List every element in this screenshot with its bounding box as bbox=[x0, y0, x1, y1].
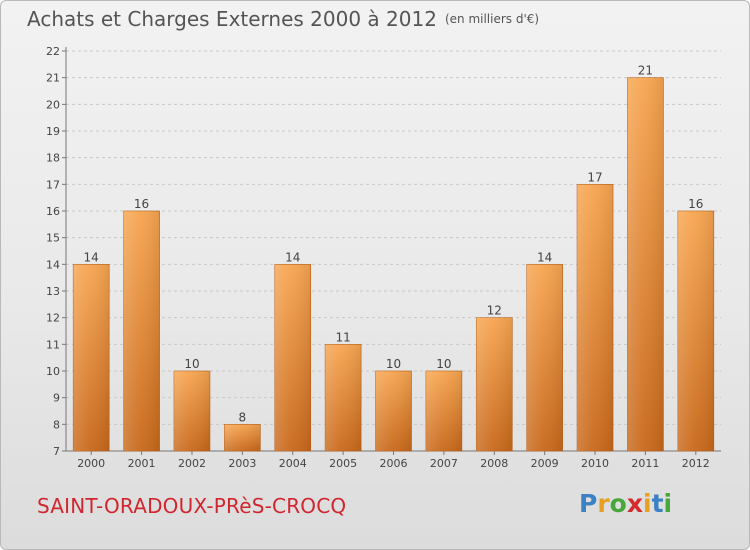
x-tick-label-2006: 2006 bbox=[380, 457, 408, 470]
bar-shine bbox=[677, 211, 714, 451]
data-label-2006: 10 bbox=[386, 357, 401, 371]
title-text: Achats et Charges Externes 2000 à 2012 bbox=[27, 7, 437, 31]
logo-letter: t bbox=[651, 489, 664, 518]
bar-shine bbox=[577, 184, 614, 452]
x-tick-label-2008: 2008 bbox=[480, 457, 508, 470]
x-tick-label-2012: 2012 bbox=[682, 457, 710, 470]
y-tick-label: 11 bbox=[46, 338, 60, 351]
title-unit: (en milliers d'€) bbox=[444, 12, 540, 26]
data-label-2002: 10 bbox=[184, 357, 199, 371]
x-tick-label-2000: 2000 bbox=[77, 457, 105, 470]
y-tick-label: 8 bbox=[53, 418, 60, 431]
y-tick-label: 9 bbox=[53, 392, 60, 405]
y-tick-label: 15 bbox=[46, 232, 60, 245]
data-label-2011: 21 bbox=[638, 64, 653, 78]
y-tick-label: 17 bbox=[46, 178, 60, 191]
y-tick-label: 18 bbox=[46, 152, 60, 165]
logo-letter: r bbox=[597, 489, 610, 518]
commune-name: SAINT-ORADOUX-PRèS-CROCQ bbox=[37, 494, 347, 518]
logo-letter: i bbox=[663, 489, 673, 518]
bar-shine bbox=[123, 211, 160, 451]
chart-title: Achats et Charges Externes 2000 à 2012 (e… bbox=[27, 7, 539, 31]
y-tick-label: 19 bbox=[46, 125, 60, 138]
data-label-2007: 10 bbox=[436, 357, 451, 371]
bar-shine bbox=[173, 371, 210, 451]
y-tick-label: 21 bbox=[46, 72, 60, 85]
logo-letter: x bbox=[626, 489, 643, 518]
bar-shine bbox=[476, 317, 513, 451]
bar-shine bbox=[325, 344, 362, 451]
data-labels: 14 16 10 8 14 11 10 10 12 14 17 21 16 bbox=[84, 64, 704, 425]
x-tick-label-2010: 2010 bbox=[581, 457, 609, 470]
data-label-2004: 14 bbox=[285, 250, 300, 264]
y-tick-label: 16 bbox=[46, 205, 60, 218]
y-tick-labels: 7 8 9 10 11 12 13 14 15 16 17 18 19 20 21 22 bbox=[46, 45, 60, 458]
x-tick-label-2009: 2009 bbox=[531, 457, 559, 470]
x-tick-labels: 2000 2001 2002 2003 2004 2005 2006 2007 2008 2009… bbox=[77, 457, 710, 470]
logo-letter: o bbox=[609, 489, 627, 518]
bar-shine bbox=[627, 77, 664, 452]
data-label-2003: 8 bbox=[239, 410, 247, 424]
bar-shine bbox=[526, 264, 563, 451]
x-tick-label-2002: 2002 bbox=[178, 457, 206, 470]
y-tick-label: 22 bbox=[46, 45, 60, 58]
x-tick-label-2003: 2003 bbox=[228, 457, 256, 470]
y-tick-label: 10 bbox=[46, 365, 60, 378]
data-label-2001: 16 bbox=[134, 197, 149, 211]
data-label-2009: 14 bbox=[537, 250, 552, 264]
x-tick-label-2004: 2004 bbox=[279, 457, 307, 470]
bars bbox=[72, 77, 715, 452]
logo-letter: P bbox=[579, 489, 598, 518]
x-tick-label-2011: 2011 bbox=[631, 457, 659, 470]
bar-shine bbox=[274, 264, 311, 451]
x-tick-label-2001: 2001 bbox=[128, 457, 156, 470]
data-label-2010: 17 bbox=[587, 170, 602, 184]
bar-shine bbox=[425, 371, 462, 451]
bar-shine bbox=[73, 264, 110, 451]
y-tick-label: 20 bbox=[46, 98, 60, 111]
bar-shine bbox=[375, 371, 412, 451]
x-tick-label-2005: 2005 bbox=[329, 457, 357, 470]
y-tick-label: 13 bbox=[46, 285, 60, 298]
x-tick-label-2007: 2007 bbox=[430, 457, 458, 470]
y-tick-label: 14 bbox=[46, 258, 60, 271]
proxiti-logo: Proxiti bbox=[579, 489, 672, 518]
logo-letter: i bbox=[643, 489, 652, 518]
bar-shine bbox=[224, 424, 261, 451]
data-label-2012: 16 bbox=[688, 197, 703, 211]
y-tick-label: 7 bbox=[53, 445, 60, 458]
y-tick-label: 12 bbox=[46, 312, 60, 325]
data-label-2000: 14 bbox=[84, 250, 99, 264]
data-label-2008: 12 bbox=[487, 304, 502, 318]
data-label-2005: 11 bbox=[335, 330, 350, 344]
